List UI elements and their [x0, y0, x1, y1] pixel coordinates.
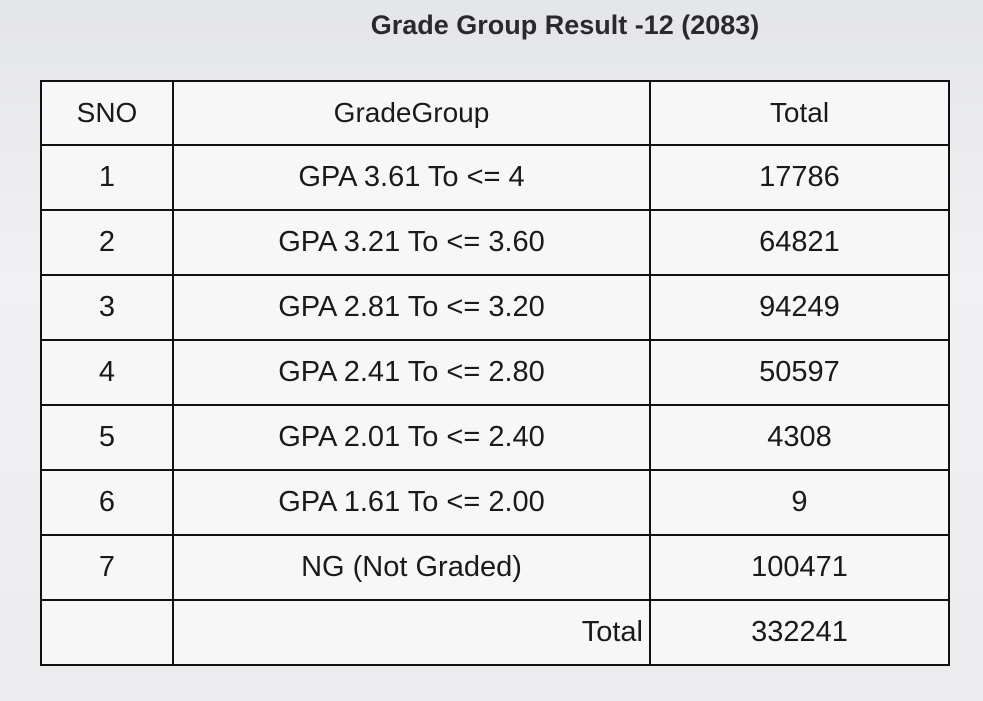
- table-row: 2 GPA 3.21 To <= 3.60 64821: [40, 209, 950, 276]
- total-row: Total 332241: [40, 599, 950, 666]
- table-row: 6 GPA 1.61 To <= 2.00 9: [40, 469, 950, 536]
- table-cell: GPA 3.21 To <= 3.60: [172, 209, 651, 276]
- column-header: SNO: [40, 80, 174, 146]
- empty-cell: [40, 599, 174, 666]
- header-row: SNO GradeGroup Total: [40, 80, 950, 146]
- total-label: Total: [172, 599, 651, 666]
- table-cell: GPA 3.61 To <= 4: [172, 144, 651, 211]
- table-cell: 9: [649, 469, 950, 536]
- table-cell: 7: [40, 534, 174, 601]
- table-cell: 4308: [649, 404, 950, 471]
- table-cell: 2: [40, 209, 174, 276]
- table-cell: NG (Not Graded): [172, 534, 651, 601]
- table-row: 7 NG (Not Graded) 100471: [40, 534, 950, 601]
- total-value: 332241: [649, 599, 950, 666]
- table-body: 1 GPA 3.61 To <= 4 17786 2 GPA 3.21 To <= 3.…: [40, 144, 950, 666]
- table-cell: 5: [40, 404, 174, 471]
- table-cell: 50597: [649, 339, 950, 406]
- column-header: GradeGroup: [172, 80, 651, 146]
- table-cell: GPA 2.81 To <= 3.20: [172, 274, 651, 341]
- table-cell: 94249: [649, 274, 950, 341]
- table-cell: 4: [40, 339, 174, 406]
- table-cell: 6: [40, 469, 174, 536]
- table-row: 5 GPA 2.01 To <= 2.40 4308: [40, 404, 950, 471]
- table-head: SNO GradeGroup Total: [40, 80, 950, 146]
- table-cell: GPA 1.61 To <= 2.00: [172, 469, 651, 536]
- table-cell: 17786: [649, 144, 950, 211]
- table-cell: GPA 2.01 To <= 2.40: [172, 404, 651, 471]
- table-row: 3 GPA 2.81 To <= 3.20 94249: [40, 274, 950, 341]
- table-cell: 1: [40, 144, 174, 211]
- table-cell: 3: [40, 274, 174, 341]
- title: Grade Group Result -12 (2083): [370, 10, 760, 40]
- grade-table: SNO GradeGroup Total 1 GPA 3.61 To <= 4 1778…: [40, 80, 950, 666]
- table-row: 1 GPA 3.61 To <= 4 17786: [40, 144, 950, 211]
- table-cell: 64821: [649, 209, 950, 276]
- table-cell: GPA 2.41 To <= 2.80: [172, 339, 651, 406]
- table-row: 4 GPA 2.41 To <= 2.80 50597: [40, 339, 950, 406]
- table-cell: 100471: [649, 534, 950, 601]
- column-header: Total: [649, 80, 950, 146]
